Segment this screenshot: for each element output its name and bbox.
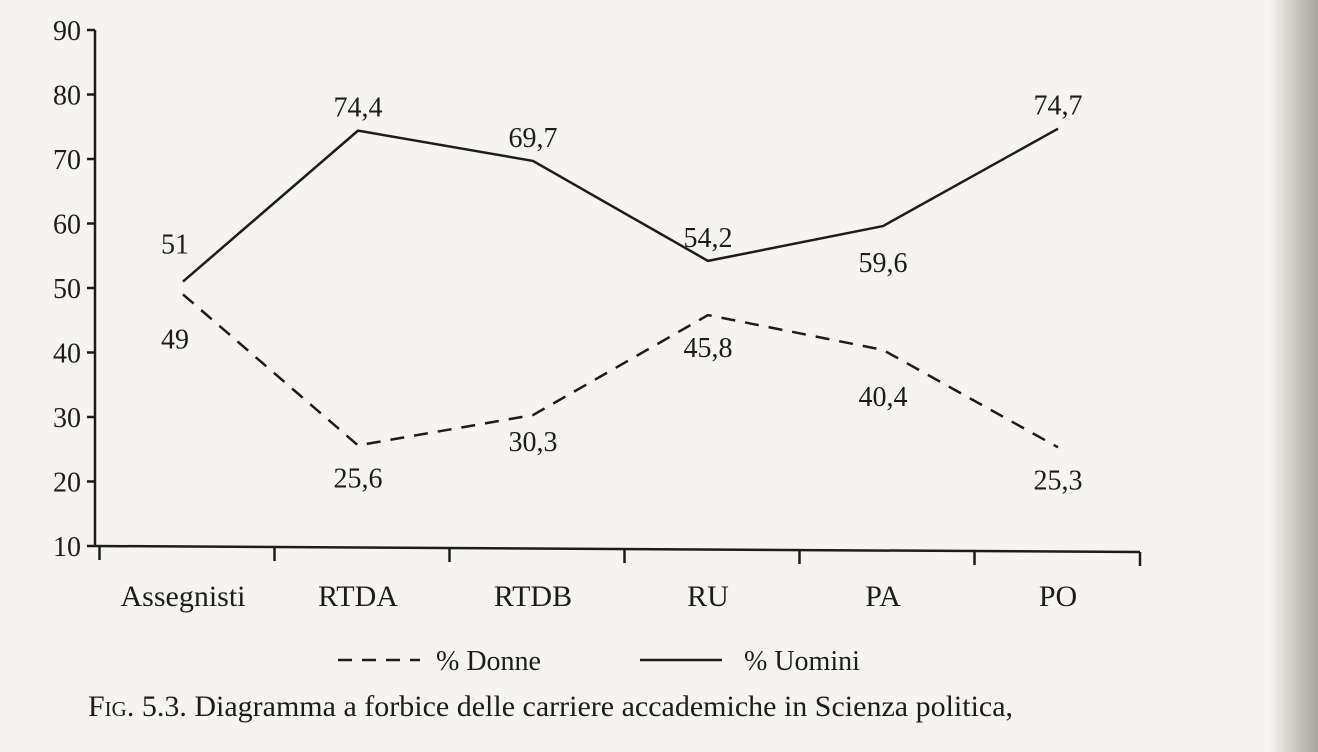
data-label-donne: 49 — [161, 324, 189, 355]
x-tick-label: Assegnisti — [120, 580, 245, 613]
legend: % Donne % Uomini — [338, 646, 860, 677]
x-tick-label: RTDA — [318, 580, 398, 613]
x-axis: Assegnisti RTDA RTDB RU PA PO — [94, 544, 1142, 613]
data-label-uomini: 59,6 — [859, 248, 908, 279]
data-label-uomini: 51 — [161, 230, 189, 261]
data-label-uomini: 74,4 — [334, 93, 383, 124]
series-line — [182, 293, 1059, 449]
caption-text: Diagramma a forbice delle carriere accad… — [194, 690, 1014, 723]
data-label-donne: 40,4 — [859, 382, 908, 413]
y-tick-label: 80 — [53, 81, 81, 112]
y-tick-label: 70 — [53, 145, 81, 176]
y-tick-label: 10 — [53, 532, 81, 563]
data-label-uomini: 74,7 — [1034, 91, 1083, 122]
data-label-donne: 30,3 — [509, 427, 558, 458]
y-tick-label: 40 — [53, 339, 81, 370]
y-tick-label: 30 — [53, 403, 81, 434]
x-tick-label: RU — [687, 580, 729, 613]
data-label-donne: 25,6 — [334, 463, 383, 494]
data-labels: 51 74,4 69,7 54,2 59,6 74,7 49 25,6 30,3 45,8 40,4… — [161, 91, 1083, 497]
legend-label-uomini: % Uomini — [744, 646, 860, 677]
data-label-donne: 45,8 — [684, 333, 733, 364]
y-tick-label: 60 — [53, 210, 81, 241]
x-axis-line — [94, 544, 1141, 554]
y-tick-label: 20 — [53, 468, 81, 499]
data-label-uomini: 69,7 — [509, 123, 558, 154]
series-line — [182, 127, 1059, 283]
x-tick-label: RTDB — [494, 580, 572, 613]
legend-label-donne: % Donne — [436, 646, 541, 677]
series-layer — [182, 127, 1059, 449]
y-axis: 10 20 30 40 50 60 70 80 90 — [53, 16, 97, 563]
figure-caption: Fig. 5.3. Diagramma a forbice delle carr… — [88, 688, 1268, 726]
x-tick-label: PO — [1039, 580, 1077, 613]
page-gutter-shadow — [1270, 0, 1318, 752]
figure-number: Fig. 5.3. — [88, 690, 187, 723]
data-label-uomini: 54,2 — [684, 223, 733, 254]
y-tick-label: 50 — [53, 274, 81, 305]
data-label-donne: 25,3 — [1034, 465, 1083, 496]
x-tick-label: PA — [865, 580, 901, 613]
y-tick-label: 90 — [53, 16, 81, 47]
